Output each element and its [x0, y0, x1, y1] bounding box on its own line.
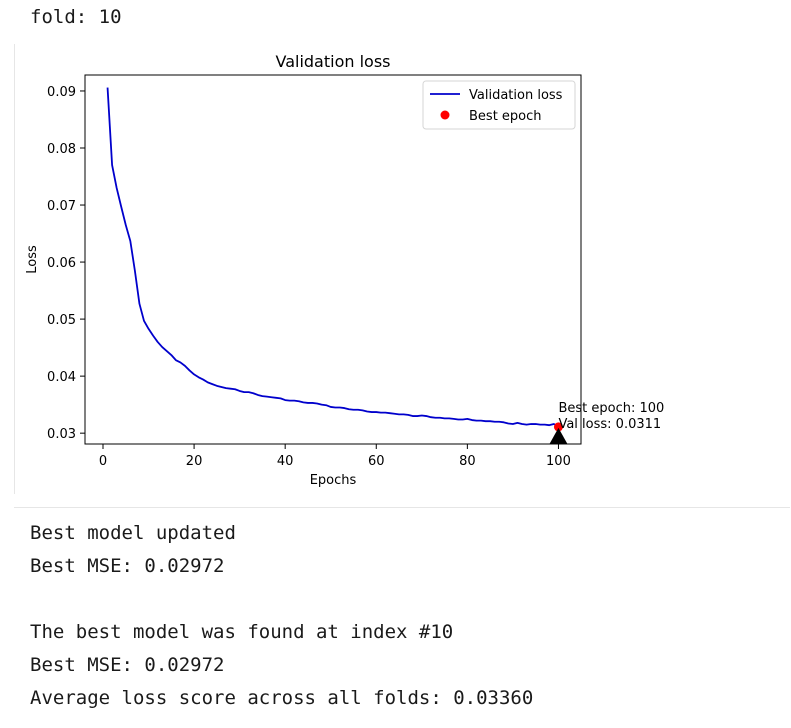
y-tick-label: 0.08 — [47, 142, 76, 157]
best-mse-final-line: Best MSE: 0.02972 — [30, 654, 225, 676]
y-tick-label: 0.03 — [47, 427, 76, 442]
best-epoch-point — [553, 422, 563, 432]
legend-label-validation-loss: Validation loss — [469, 88, 563, 103]
legend-point-swatch — [440, 110, 450, 120]
annotation-best-epoch: Best epoch: 100 — [558, 401, 664, 416]
y-axis-label: Loss — [25, 245, 40, 274]
x-tick-label: 80 — [459, 454, 476, 469]
legend-label-best-epoch: Best epoch — [469, 109, 542, 124]
legend-box — [422, 80, 576, 130]
validation-loss-line — [106, 87, 559, 428]
y-tick-label: 0.06 — [47, 256, 76, 271]
best-mse-line: Best MSE: 0.02972 — [30, 555, 225, 577]
x-tick-label: 20 — [186, 454, 203, 469]
chart-title: Validation loss — [276, 52, 391, 71]
average-loss-line: Average loss score across all folds: 0.0… — [30, 687, 534, 709]
y-tick-label: 0.05 — [47, 313, 76, 328]
fold-output-line: fold: 10 — [30, 6, 122, 28]
y-tick-label: 0.09 — [47, 85, 76, 100]
best-model-updated-line: Best model updated — [30, 522, 236, 544]
x-tick-label: 0 — [99, 454, 107, 469]
y-tick-label: 0.04 — [47, 370, 76, 385]
chart-output-cell: Validation loss Best epoch: 100 Val loss: … — [14, 44, 791, 494]
y-tick-label: 0.07 — [47, 199, 76, 214]
output-divider — [14, 507, 790, 508]
x-tick-label: 40 — [277, 454, 294, 469]
best-epoch-arrow — [549, 427, 568, 444]
plot-frame — [84, 74, 582, 445]
x-tick-label: 100 — [546, 454, 571, 469]
x-axis-label: Epochs — [310, 473, 357, 488]
x-tick-label: 60 — [368, 454, 385, 469]
annotation-val-loss: Val loss: 0.0311 — [558, 417, 661, 432]
best-model-index-line: The best model was found at index #10 — [30, 621, 454, 643]
